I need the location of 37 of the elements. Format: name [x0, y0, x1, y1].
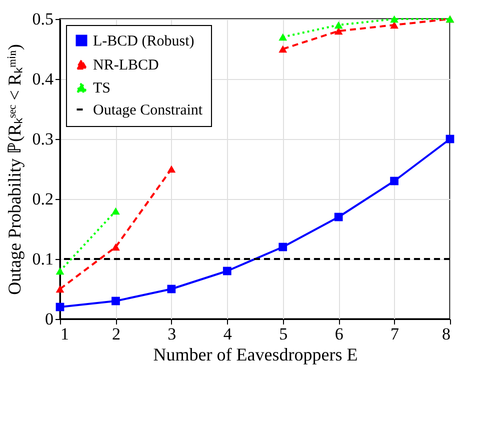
x-tick-label: 7: [390, 324, 400, 344]
point: [446, 134, 454, 144]
point: [278, 45, 288, 53]
x-tick-label: 6: [334, 324, 344, 344]
point: [112, 207, 120, 215]
point: [334, 21, 343, 29]
point: [167, 284, 176, 294]
y-tick-label: 0.1: [32, 250, 54, 268]
point: [222, 266, 232, 276]
legend-label: TS: [93, 80, 111, 96]
y-tick-label: 0.3: [32, 130, 54, 148]
y-tick-label: 0.5: [32, 10, 54, 28]
x-tick-label: 4: [223, 324, 232, 344]
x-tick-label: 8: [442, 324, 450, 344]
point: [334, 212, 343, 222]
y-axis-title: Outage Probability ℙ(Rₖˢᵉᶜ < Rₖᵐⁱⁿ): [4, 44, 24, 295]
point: [112, 296, 120, 306]
legend-label: L-BCD (Robust): [93, 34, 194, 50]
y-tick-label: 0.4: [32, 70, 54, 88]
x-tick-label: 2: [112, 324, 120, 344]
legend-label: NR-LBCD: [93, 58, 160, 74]
point: [56, 302, 64, 312]
point: [56, 285, 64, 293]
point: [56, 267, 64, 275]
point: [390, 15, 398, 23]
point: [278, 242, 288, 252]
x-tick-label: 1: [60, 324, 69, 344]
x-axis-title: Number of Eavesdroppers E: [153, 344, 358, 364]
x-tick-label: 3: [168, 324, 176, 344]
y-tick-label: 0: [45, 310, 54, 328]
legend-label: Outage Constraint: [93, 102, 204, 118]
x-tick-label: 5: [279, 324, 288, 344]
point: [167, 165, 176, 173]
point: [390, 176, 398, 186]
y-tick-label: 0.2: [32, 190, 54, 208]
point: [278, 33, 288, 41]
point: [112, 243, 120, 251]
